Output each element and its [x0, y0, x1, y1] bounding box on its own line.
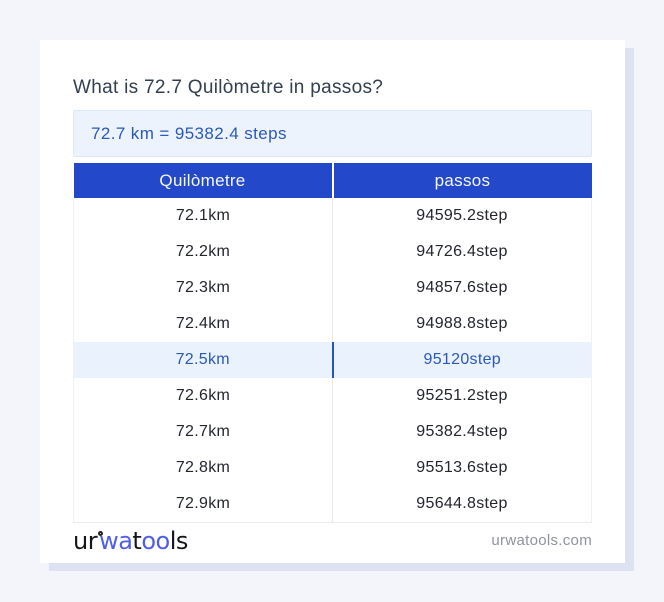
brand-logo[interactable]: urwatools	[73, 527, 188, 555]
table-row: 72.4km 94988.8step	[73, 306, 592, 342]
km-cell: 72.2km	[73, 234, 333, 270]
km-cell: 72.1km	[73, 198, 333, 234]
km-cell: 72.7km	[73, 414, 333, 450]
conversion-table: Quilòmetre passos 72.1km 94595.2step 72.…	[73, 163, 592, 523]
table-row: 72.5km 95120step	[73, 342, 592, 378]
steps-cell: 94857.6step	[332, 270, 592, 306]
conversion-card: What is 72.7 Quilòmetre in passos? 72.7 …	[40, 40, 625, 563]
table-row: 72.1km 94595.2step	[73, 198, 592, 234]
steps-cell: 94595.2step	[332, 198, 592, 234]
table-header-quilometre: Quilòmetre	[73, 163, 334, 198]
km-cell: 72.6km	[73, 378, 333, 414]
logo-text-ls: ls	[169, 526, 189, 555]
table-row: 72.3km 94857.6step	[73, 270, 592, 306]
steps-cell: 94726.4step	[332, 234, 592, 270]
table-row: 72.7km 95382.4step	[73, 414, 592, 450]
steps-cell: 95120step	[332, 342, 592, 378]
site-domain: urwatools.com	[491, 532, 592, 550]
table-header-passos: passos	[332, 163, 592, 198]
footer: urwatools urwatools.com	[73, 523, 592, 564]
steps-cell: 95251.2step	[332, 378, 592, 414]
table-row: 72.2km 94726.4step	[73, 234, 592, 270]
steps-cell: 94988.8step	[332, 306, 592, 342]
result-text: 72.7 km = 95382.4 steps	[91, 123, 287, 143]
steps-cell: 95382.4step	[332, 414, 592, 450]
page-title: What is 72.7 Quilòmetre in passos?	[73, 77, 384, 98]
steps-cell: 95644.8step	[332, 486, 592, 523]
km-cell: 72.4km	[73, 306, 333, 342]
km-cell: 72.5km	[73, 342, 334, 378]
logo-text-t: t	[132, 526, 142, 555]
logo-ring-icon	[98, 530, 104, 536]
logo-text-wa: wa	[99, 526, 133, 555]
steps-cell: 95513.6step	[332, 450, 592, 486]
logo-text-ur: ur	[73, 526, 98, 555]
table-row: 72.8km 95513.6step	[73, 450, 592, 486]
km-cell: 72.9km	[73, 486, 333, 523]
table-header-row: Quilòmetre passos	[73, 163, 592, 198]
table-row: 72.9km 95644.8step	[73, 486, 592, 523]
km-cell: 72.8km	[73, 450, 333, 486]
logo-text-oo: oo	[141, 526, 170, 555]
km-cell: 72.3km	[73, 270, 333, 306]
table-row: 72.6km 95251.2step	[73, 378, 592, 414]
result-box: 72.7 km = 95382.4 steps	[73, 110, 592, 157]
